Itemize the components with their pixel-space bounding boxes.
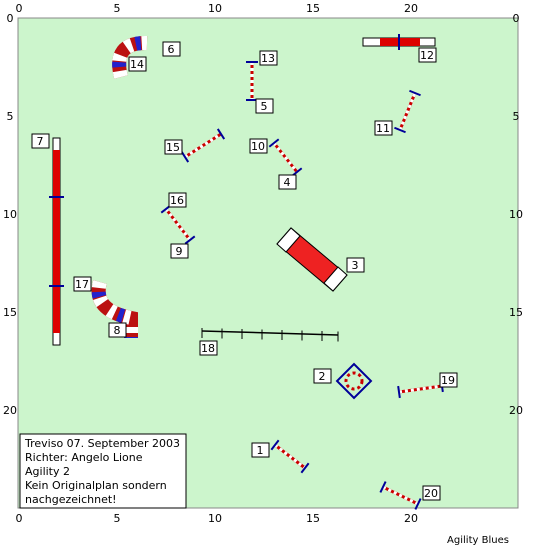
x-tick-bottom: 0 [16, 512, 23, 525]
jump-wing [300, 462, 310, 474]
label-box [199, 340, 218, 356]
long-jump [201, 330, 339, 336]
y-tick-right: 15 [509, 306, 523, 319]
x-tick-top: 5 [114, 2, 121, 15]
jump-bar-white [272, 142, 299, 173]
label-box [128, 56, 147, 72]
tire [344, 371, 364, 391]
jump-bar-white [382, 485, 419, 506]
obstacle-number: 7 [37, 135, 44, 148]
tunnel-curve-w [91, 280, 138, 338]
label-box [346, 257, 365, 273]
label-box [422, 485, 441, 501]
label-box [313, 368, 332, 384]
x-tick-top: 15 [306, 2, 320, 15]
obstacle-number: 10 [251, 140, 265, 153]
x-tick-bottom: 10 [208, 512, 222, 525]
obstacle-number: 3 [352, 259, 359, 272]
obstacle-number: 16 [170, 194, 184, 207]
label-box [31, 133, 50, 149]
jump-wing [180, 151, 190, 163]
x-tick-top: 0 [16, 2, 23, 15]
jump-wing [268, 138, 280, 148]
label-box [251, 442, 270, 458]
obstacle-number: 13 [261, 52, 275, 65]
jump-wing [414, 498, 422, 510]
jump-bar-white [164, 208, 192, 241]
obstacle-number: 5 [261, 100, 268, 113]
y-tick-right: 0 [513, 12, 520, 25]
tunnel-curve-w [112, 36, 148, 79]
y-tick-left: 5 [7, 110, 14, 123]
x-tick-bottom: 15 [306, 512, 320, 525]
y-tick-right: 5 [513, 110, 520, 123]
label-box [278, 174, 297, 190]
jump-bar-white [184, 132, 222, 159]
obstacle-number: 15 [166, 141, 180, 154]
obstacle-number: 18 [201, 342, 215, 355]
obstacle-number: 14 [130, 58, 144, 71]
obstacle-number: 11 [376, 122, 390, 135]
info-line: nachgezeichnet! [25, 493, 117, 506]
label-box [259, 50, 278, 66]
label-box [73, 276, 92, 292]
obstacle-number: 4 [284, 176, 291, 189]
info-box [19, 433, 187, 509]
x-tick-bottom: 20 [404, 512, 418, 525]
tire-frame [335, 362, 373, 400]
y-tick-left: 10 [3, 208, 17, 221]
jump-wing [216, 128, 226, 140]
jump-wing [409, 89, 421, 97]
obstacle-number: 2 [319, 370, 326, 383]
jump-wing [394, 126, 406, 134]
info-line: Kein Originalplan sondern [25, 479, 167, 492]
jump-wing [379, 481, 387, 493]
label-box [162, 41, 181, 57]
label-box [255, 98, 274, 114]
label-box [249, 138, 268, 154]
label-box [374, 120, 393, 136]
obstacle-number: 6 [168, 43, 175, 56]
obstacle-number: 1 [257, 444, 264, 457]
dogwalk-red [53, 150, 60, 333]
jump-wing [291, 167, 303, 177]
obstacle-number: 9 [176, 245, 183, 258]
x-tick-bottom: 5 [114, 512, 121, 525]
y-tick-left: 20 [3, 404, 17, 417]
tunnel-end [276, 227, 301, 253]
obstacle-number: 20 [424, 487, 438, 500]
jump-bar-white [398, 384, 443, 394]
jump-bar-white [274, 443, 306, 470]
label-box [439, 372, 458, 388]
label-box [418, 47, 437, 63]
obstacle-number: 12 [420, 49, 434, 62]
info-line: Treviso 07. September 2003 [24, 437, 180, 450]
label-box [108, 322, 127, 338]
jump-wing [270, 439, 280, 451]
x-tick-top: 20 [404, 2, 418, 15]
y-tick-right: 10 [509, 208, 523, 221]
obstacle-number: 19 [441, 374, 455, 387]
info-line: Agility 2 [25, 465, 70, 478]
jump-bar-white [398, 92, 417, 131]
label-box [170, 243, 189, 259]
jump-wing [184, 235, 196, 245]
obstacle-number: 8 [114, 324, 121, 337]
jump-wing [397, 385, 401, 399]
x-tick-top: 10 [208, 2, 222, 15]
y-tick-left: 0 [7, 12, 14, 25]
obstacle-number: 17 [75, 278, 89, 291]
label-box [168, 192, 187, 208]
y-tick-left: 15 [3, 306, 17, 319]
info-line: Richter: Angelo Lione [25, 451, 143, 464]
y-tick-right: 20 [509, 404, 523, 417]
label-box [164, 139, 183, 155]
credit: Agility Blues [447, 535, 509, 546]
tunnel-end [323, 266, 348, 292]
